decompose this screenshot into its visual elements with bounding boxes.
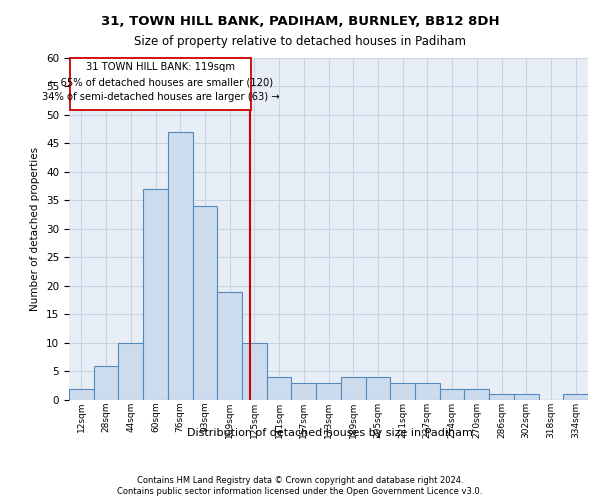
Bar	[390, 383, 415, 400]
Text: Size of property relative to detached houses in Padiham: Size of property relative to detached ho…	[134, 35, 466, 48]
FancyBboxPatch shape	[70, 58, 251, 110]
Bar	[464, 388, 489, 400]
Bar	[94, 366, 118, 400]
Bar	[365, 377, 390, 400]
Text: Contains public sector information licensed under the Open Government Licence v3: Contains public sector information licen…	[118, 487, 482, 496]
Bar	[217, 292, 242, 400]
Bar	[143, 189, 168, 400]
Y-axis label: Number of detached properties: Number of detached properties	[31, 146, 40, 311]
Text: 31, TOWN HILL BANK, PADIHAM, BURNLEY, BB12 8DH: 31, TOWN HILL BANK, PADIHAM, BURNLEY, BB…	[101, 15, 499, 28]
Bar	[118, 343, 143, 400]
Text: Distribution of detached houses by size in Padiham: Distribution of detached houses by size …	[187, 428, 473, 438]
Bar	[168, 132, 193, 400]
Text: 31 TOWN HILL BANK: 119sqm: 31 TOWN HILL BANK: 119sqm	[86, 62, 235, 72]
Bar	[267, 377, 292, 400]
Bar	[193, 206, 217, 400]
Bar	[415, 383, 440, 400]
Bar	[341, 377, 365, 400]
Bar	[514, 394, 539, 400]
Text: Contains HM Land Registry data © Crown copyright and database right 2024.: Contains HM Land Registry data © Crown c…	[137, 476, 463, 485]
Bar	[563, 394, 588, 400]
Bar	[292, 383, 316, 400]
Text: ← 65% of detached houses are smaller (120): ← 65% of detached houses are smaller (12…	[49, 77, 273, 87]
Bar	[242, 343, 267, 400]
Bar	[316, 383, 341, 400]
Text: 34% of semi-detached houses are larger (63) →: 34% of semi-detached houses are larger (…	[42, 92, 280, 102]
Bar	[489, 394, 514, 400]
Bar	[440, 388, 464, 400]
Bar	[69, 388, 94, 400]
